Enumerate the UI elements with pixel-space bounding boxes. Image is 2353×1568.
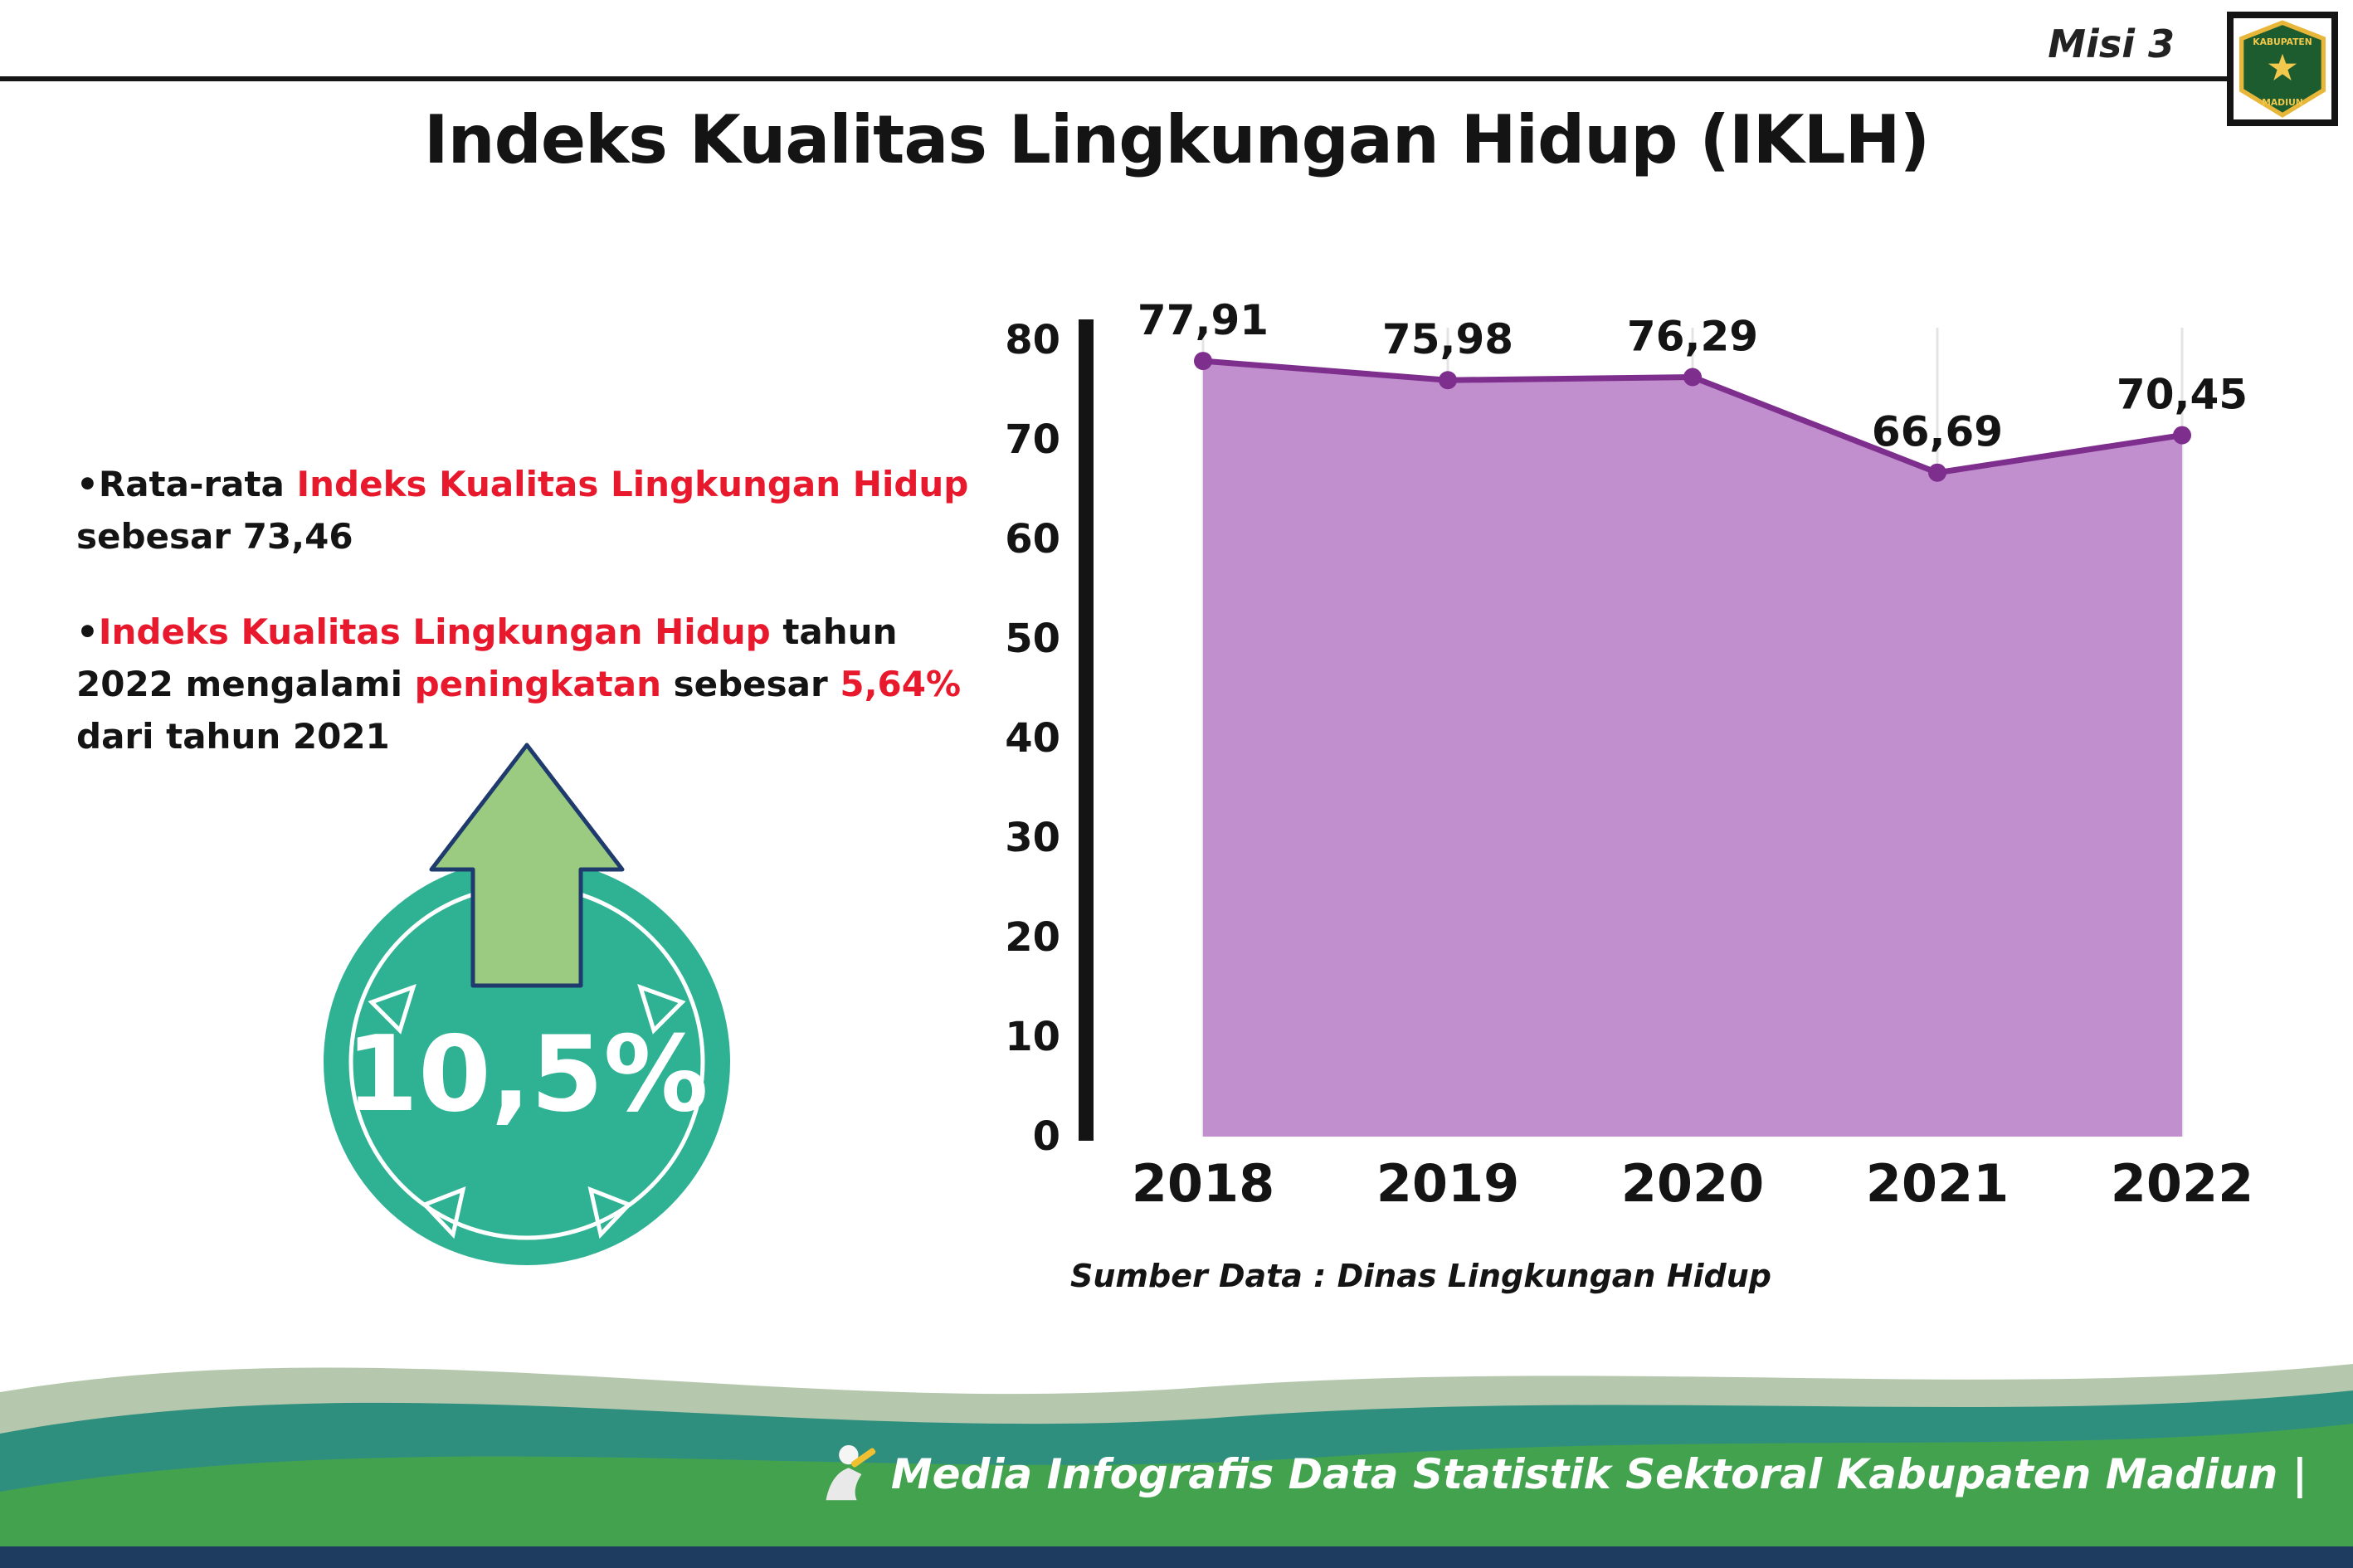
y-tick-label: 60 <box>1005 516 1060 562</box>
x-tick-label: 2021 <box>1866 1153 2010 1214</box>
data-label: 70,45 <box>2117 371 2248 419</box>
logo-frame: KABUPATEN MADIUN <box>2227 12 2338 126</box>
mascot-icon <box>826 1444 876 1501</box>
bullet-item: Indeks Kualitas Lingkungan Hidup tahun 2… <box>76 606 972 762</box>
bullet-item: Rata-rata Indeks Kualitas Lingkungan Hid… <box>76 458 972 562</box>
footer-waves <box>0 1364 2353 1568</box>
badge-value: 10,5% <box>345 1013 708 1135</box>
crest-text-top: KABUPATEN <box>2253 37 2312 47</box>
plain-text: sebesar 73,46 <box>76 516 353 557</box>
plain-text: tahun 2022 mengalami <box>76 611 898 704</box>
plain-text: Rata-rata <box>98 464 297 504</box>
misi-label: Misi 3 <box>2048 22 2175 66</box>
plain-text: sebesar <box>661 664 840 704</box>
highlighted-text: Indeks Kualitas Lingkungan Hidup <box>98 611 771 652</box>
badge-tick-right <box>637 983 686 1035</box>
data-label: 66,69 <box>1872 408 2003 456</box>
x-tick-label: 2020 <box>1621 1153 1765 1214</box>
y-tick-label: 10 <box>1005 1014 1060 1060</box>
y-tick-label: 0 <box>1033 1113 1060 1160</box>
footer-credit-text: Media Infografis Data Statistik Sektoral… <box>890 1450 2307 1498</box>
data-point <box>2173 426 2191 445</box>
crest-text-bottom: MADIUN <box>2262 97 2303 108</box>
y-tick-label: 40 <box>1005 715 1060 762</box>
y-tick-label: 70 <box>1005 416 1060 463</box>
data-point <box>1439 371 1457 390</box>
badge-tick-bottom-left <box>421 1186 466 1239</box>
y-tick-label: 30 <box>1005 815 1060 861</box>
data-point <box>1683 368 1702 387</box>
wave-green <box>0 1424 2353 1568</box>
page-title: Indeks Kualitas Lingkungan Hidup (IKLH) <box>423 101 1930 178</box>
crest-star-icon <box>2268 53 2297 80</box>
highlighted-text: Indeks Kualitas Lingkungan Hidup <box>296 464 969 504</box>
x-tick-label: 2022 <box>2111 1153 2254 1214</box>
bullet-list: Rata-rata Indeks Kualitas Lingkungan Hid… <box>76 458 972 806</box>
plain-text: dari tahun 2021 <box>76 716 390 757</box>
data-label: 77,91 <box>1138 296 1269 344</box>
data-point <box>1928 463 1946 482</box>
data-label: 75,98 <box>1382 315 1513 363</box>
kabupaten-madiun-logo: KABUPATEN MADIUN <box>2239 20 2326 118</box>
top-divider <box>0 76 2230 81</box>
highlighted-text: peningkatan <box>414 664 661 704</box>
x-tick-label: 2019 <box>1376 1153 1520 1214</box>
highlighted-text: 5,64% <box>840 664 962 704</box>
area-fill <box>1203 361 2182 1137</box>
footer-navy-strip <box>0 1546 2353 1568</box>
data-label: 76,29 <box>1627 313 1758 361</box>
x-tick-label: 2018 <box>1132 1153 1275 1214</box>
y-tick-label: 20 <box>1005 914 1060 961</box>
data-point <box>1194 352 1212 371</box>
y-axis <box>1079 319 1094 1141</box>
increase-badge: 10,5% <box>324 743 730 1265</box>
badge-circle <box>324 859 730 1265</box>
badge-tick-bottom-right <box>587 1186 633 1239</box>
y-tick-label: 80 <box>1005 317 1060 363</box>
up-arrow-icon <box>429 743 625 988</box>
footer-credit: Media Infografis Data Statistik Sektoral… <box>811 1442 2307 1507</box>
badge-tick-left <box>368 983 417 1035</box>
iklh-chart: 0 10 20 30 40 50 60 70 80 77,91 75,98 76,29 66,69 70,… <box>1005 296 2254 1214</box>
y-tick-label: 50 <box>1005 616 1060 662</box>
data-source: Sumber Data : Dinas Lingkungan Hidup <box>1070 1258 1771 1294</box>
